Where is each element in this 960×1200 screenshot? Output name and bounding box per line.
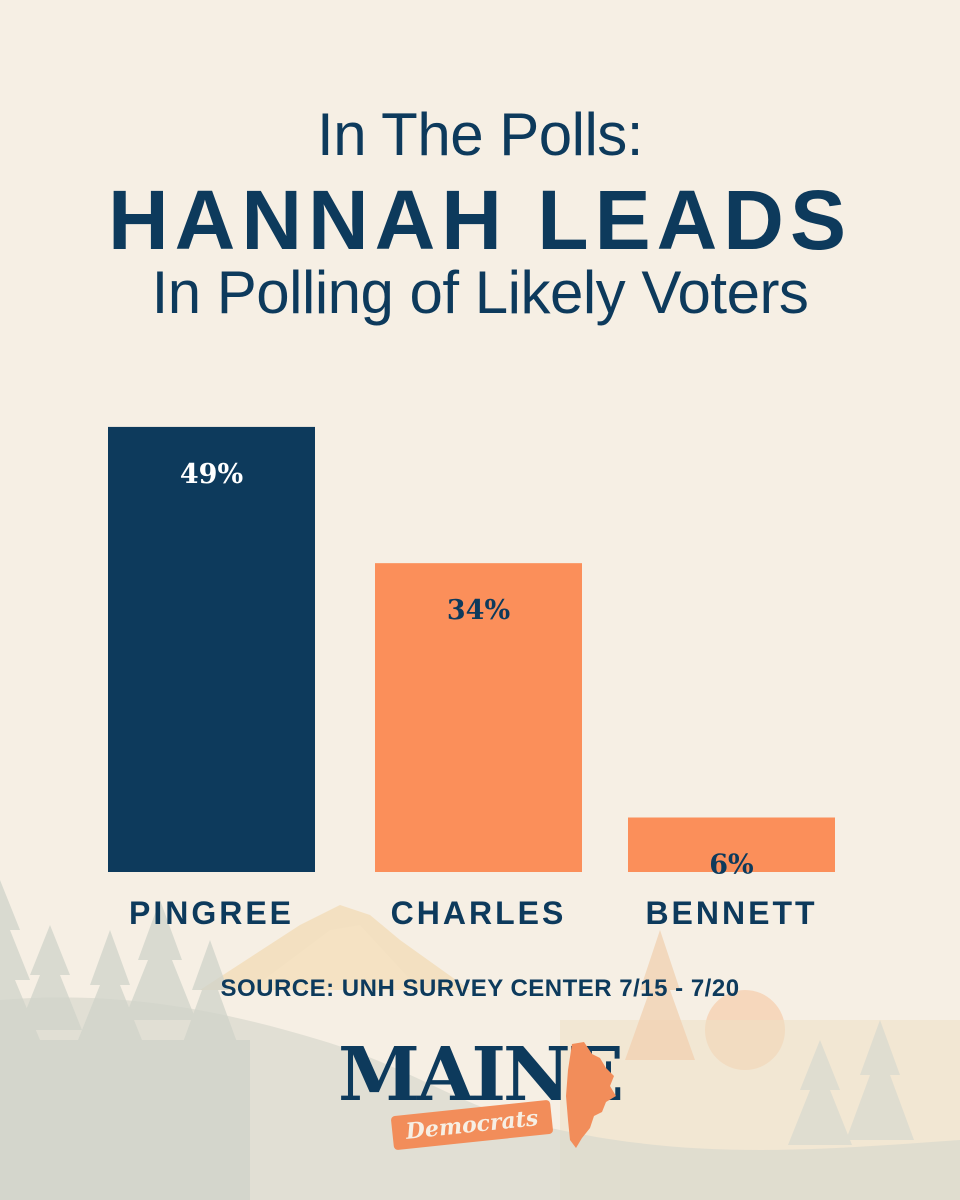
forest-left	[0, 880, 250, 1200]
source-note: SOURCE: UNH SURVEY CENTER 7/15 - 7/20	[220, 975, 740, 1002]
value-label-charles: 34%	[447, 595, 510, 626]
category-label-pingree: PINGREE	[129, 895, 294, 931]
maine-state-icon	[566, 1042, 616, 1148]
tree-right	[625, 930, 695, 1060]
value-label-pingree: 49%	[180, 459, 243, 490]
title-line-2: HANNAH LEADS	[108, 173, 852, 267]
bar-bennett	[628, 817, 835, 872]
title-line-3: In Polling of Likely Voters	[151, 259, 809, 326]
maine-democrats-logo: MAINE Democrats	[330, 1030, 630, 1160]
category-label-charles: CHARLES	[391, 895, 567, 931]
bar-charles	[375, 563, 582, 872]
mountain-shape-2	[250, 925, 420, 990]
value-label-bennett: 6%	[709, 850, 753, 881]
title-line-1: In The Polls:	[317, 101, 643, 168]
trees-far-right	[788, 1020, 914, 1145]
category-label-bennett: BENNETT	[645, 895, 817, 931]
bar-pingree	[108, 426, 315, 872]
